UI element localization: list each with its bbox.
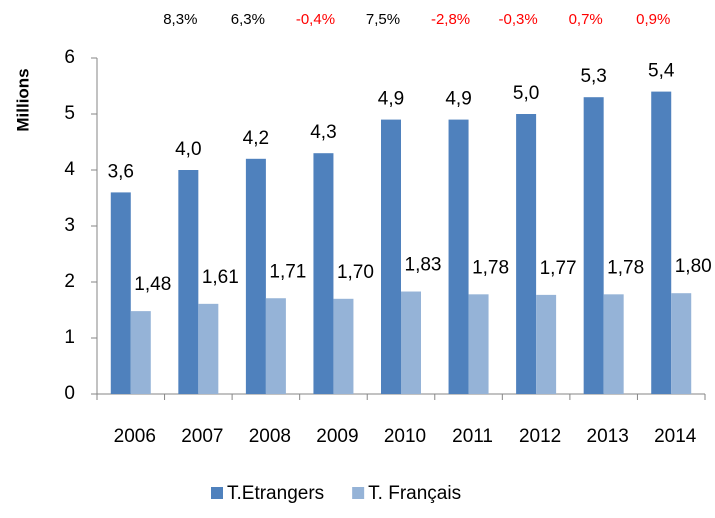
annotation: 0,7%	[569, 11, 603, 28]
bar	[516, 114, 537, 394]
data-label: 1,77	[540, 258, 577, 279]
annotation: -0,4%	[296, 11, 335, 28]
x-tick-label: 2012	[519, 426, 561, 447]
legend-swatch	[352, 487, 365, 499]
y-tick-label: 0	[64, 383, 75, 404]
bar	[110, 192, 131, 394]
y-tick-label: 2	[64, 271, 75, 292]
y-tick-label: 1	[64, 327, 75, 348]
bar	[130, 311, 151, 394]
x-tick-label: 2011	[452, 426, 493, 447]
data-label: 5,0	[513, 83, 539, 104]
data-label: 5,4	[648, 61, 675, 82]
bar	[265, 298, 286, 394]
bar	[651, 91, 672, 394]
annotation: -2,8%	[431, 11, 470, 28]
x-tick-label: 2007	[181, 426, 223, 447]
x-tick-label: 2013	[587, 426, 629, 447]
x-tick-label: 2009	[316, 426, 358, 447]
data-label: 4,9	[445, 89, 471, 110]
data-label: 1,78	[472, 257, 509, 278]
annotation: 6,3%	[231, 11, 265, 28]
data-label: 1,71	[269, 261, 306, 282]
x-tick-label: 2010	[384, 426, 426, 447]
y-axis-label: Millions	[13, 68, 32, 131]
bar	[603, 294, 624, 394]
bar	[448, 119, 469, 394]
bar	[536, 294, 557, 394]
data-label: 1,83	[405, 255, 442, 276]
legend-label: T. Français	[368, 483, 461, 504]
annotation: 7,5%	[366, 11, 400, 28]
data-label: 5,3	[580, 66, 606, 87]
bar	[583, 97, 604, 394]
x-tick-label: 2014	[654, 426, 697, 447]
bar	[245, 158, 266, 394]
y-tick-label: 3	[64, 215, 75, 236]
bar	[671, 293, 692, 394]
x-tick-label: 2006	[114, 426, 156, 447]
y-tick-label: 4	[64, 159, 75, 180]
data-label: 4,3	[310, 122, 336, 143]
data-label: 1,48	[134, 274, 171, 295]
data-label: 1,78	[607, 257, 644, 278]
legend-swatch	[211, 487, 223, 499]
data-label: 1,80	[675, 256, 712, 277]
annotation: 0,9%	[636, 11, 670, 28]
bar	[313, 153, 334, 394]
bar	[178, 170, 199, 394]
x-tick-label: 2008	[249, 426, 291, 447]
annotation: -0,3%	[499, 11, 538, 28]
data-label: 3,6	[108, 161, 134, 182]
bar	[381, 119, 401, 394]
bar	[333, 298, 354, 394]
data-label: 1,61	[202, 267, 239, 288]
data-label: 1,70	[337, 262, 374, 283]
legend-label: T.Etrangers	[227, 483, 324, 504]
data-label: 4,9	[378, 89, 404, 110]
bar	[198, 303, 219, 394]
y-tick-label: 5	[64, 103, 75, 124]
bar	[401, 291, 421, 394]
bar	[468, 294, 489, 394]
data-label: 4,2	[243, 128, 269, 149]
data-label: 4,0	[175, 139, 201, 160]
annotation: 8,3%	[163, 11, 197, 28]
y-tick-label: 6	[64, 47, 75, 68]
